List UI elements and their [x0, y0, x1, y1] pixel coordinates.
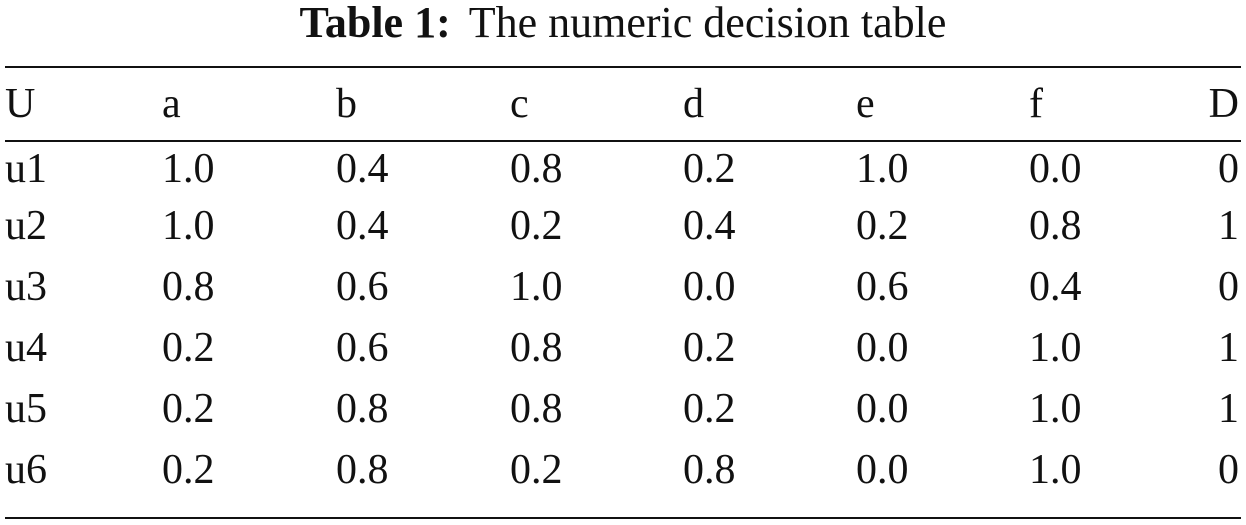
- table-header: U a b c d e f D: [5, 74, 1241, 134]
- table-cell: 0.2: [683, 145, 736, 192]
- decision-table: U a b c d e f D u1 1.0 0.4 0.8 0.2 1.0 0…: [5, 74, 1241, 500]
- column-header: e: [856, 81, 875, 127]
- table-cell: 0: [1218, 145, 1239, 192]
- table-cell: u5: [5, 385, 47, 432]
- table-cell: 0.6: [856, 263, 909, 310]
- column-header: a: [162, 81, 181, 127]
- table-cell: 0.2: [510, 446, 563, 493]
- bottom-rule: [5, 517, 1241, 519]
- table-cell: 0.0: [856, 324, 909, 371]
- table-cell: 1.0: [1029, 385, 1082, 432]
- table-cell: u2: [5, 202, 47, 249]
- column-header: D: [1208, 81, 1239, 127]
- table-body: u1 1.0 0.4 0.8 0.2 1.0 0.0 0 u2 1.0 0.4 …: [5, 134, 1241, 500]
- table-row: u2 1.0 0.4 0.2 0.4 0.2 0.8 1: [5, 195, 1241, 256]
- table-cell: u4: [5, 324, 47, 371]
- table-cell: 0.8: [162, 263, 215, 310]
- table-caption-label: Table 1:: [299, 0, 451, 47]
- table-cell: 0.0: [856, 385, 909, 432]
- table-cell: 1: [1218, 324, 1239, 371]
- table-cell: 0: [1218, 263, 1239, 310]
- table-cell: 0.4: [336, 202, 389, 249]
- table-cell: 0.4: [683, 202, 736, 249]
- header-row: U a b c d e f D: [5, 74, 1241, 134]
- table-cell: 1.0: [1029, 324, 1082, 371]
- column-header: b: [336, 81, 357, 127]
- table-cell: 1: [1218, 385, 1239, 432]
- table-cell: 0.4: [336, 145, 389, 192]
- table-cell: 0.2: [683, 385, 736, 432]
- table-cell: 0.8: [510, 145, 563, 192]
- table-cell: 0.2: [162, 446, 215, 493]
- table-cell: 0: [1218, 446, 1239, 493]
- table-cell: 0.0: [1029, 145, 1082, 192]
- table-row: u6 0.2 0.8 0.2 0.8 0.0 1.0 0: [5, 439, 1241, 500]
- column-header: d: [683, 81, 704, 127]
- table-cell: 1.0: [856, 145, 909, 192]
- table-cell: 0.8: [1029, 202, 1082, 249]
- table-cell: 0.2: [856, 202, 909, 249]
- column-header: c: [510, 81, 529, 127]
- table-cell: 0.8: [510, 385, 563, 432]
- top-rule: [5, 66, 1241, 68]
- table-row: u1 1.0 0.4 0.8 0.2 1.0 0.0 0: [5, 134, 1241, 195]
- table-cell: u6: [5, 446, 47, 493]
- table-cell: 0.6: [336, 263, 389, 310]
- table-caption: Table 1: The numeric decision table: [0, 0, 1246, 60]
- table-cell: 0.8: [683, 446, 736, 493]
- table-row: u3 0.8 0.6 1.0 0.0 0.6 0.4 0: [5, 256, 1241, 317]
- table-cell: 0.2: [510, 202, 563, 249]
- table-cell: 0.0: [683, 263, 736, 310]
- table-row: u5 0.2 0.8 0.8 0.2 0.0 1.0 1: [5, 378, 1241, 439]
- table-row: u4 0.2 0.6 0.8 0.2 0.0 1.0 1: [5, 317, 1241, 378]
- table-cell: 1.0: [162, 202, 215, 249]
- column-header: U: [5, 81, 36, 127]
- table-caption-text: The numeric decision table: [468, 0, 947, 47]
- table-cell: 0.8: [336, 385, 389, 432]
- table-cell: u3: [5, 263, 47, 310]
- table-cell: 0.2: [162, 385, 215, 432]
- column-header: f: [1029, 81, 1043, 127]
- table-cell: u1: [5, 145, 47, 192]
- table-cell: 0.6: [336, 324, 389, 371]
- header-rule: [5, 140, 1241, 142]
- table-cell: 1.0: [1029, 446, 1082, 493]
- table-cell: 1.0: [510, 263, 563, 310]
- table-cell: 0.0: [856, 446, 909, 493]
- table-cell: 1.0: [162, 145, 215, 192]
- table-cell: 0.4: [1029, 263, 1082, 310]
- table-cell: 0.8: [510, 324, 563, 371]
- table-cell: 0.2: [683, 324, 736, 371]
- table-cell: 0.8: [336, 446, 389, 493]
- table-cell: 0.2: [162, 324, 215, 371]
- table-cell: 1: [1218, 202, 1239, 249]
